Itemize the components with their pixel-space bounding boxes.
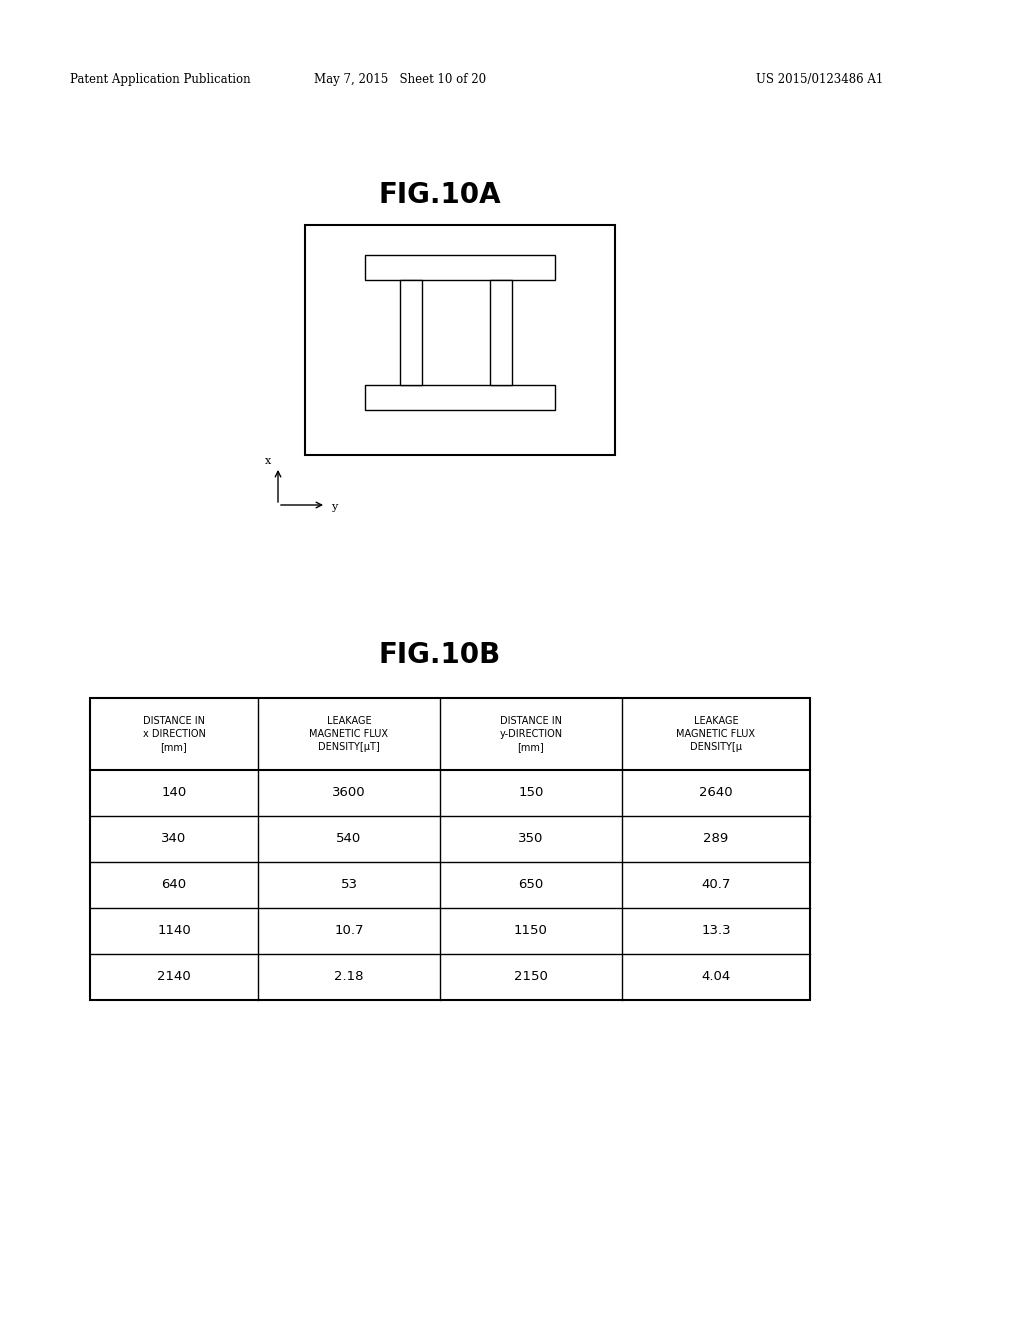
Text: 540: 540 <box>336 833 362 846</box>
Text: Patent Application Publication: Patent Application Publication <box>70 74 251 87</box>
Text: DISTANCE IN
x DIRECTION
[mm]: DISTANCE IN x DIRECTION [mm] <box>143 717 205 752</box>
Text: LEAKAGE
MAGNETIC FLUX
DENSITY[μ: LEAKAGE MAGNETIC FLUX DENSITY[μ <box>676 717 755 752</box>
Bar <box>365 255 554 280</box>
Text: 640: 640 <box>161 879 186 891</box>
Text: FIG.10A: FIG.10A <box>378 181 500 209</box>
Text: 4.04: 4.04 <box>701 970 730 983</box>
Bar <box>305 224 614 455</box>
Text: 13.3: 13.3 <box>700 924 730 937</box>
Text: x: x <box>265 455 271 466</box>
Text: 350: 350 <box>518 833 543 846</box>
Text: FIG.10B: FIG.10B <box>378 642 500 669</box>
Text: 340: 340 <box>161 833 186 846</box>
Text: 140: 140 <box>161 787 186 800</box>
Bar <box>399 280 422 385</box>
Text: y: y <box>330 502 337 512</box>
Text: 3600: 3600 <box>332 787 366 800</box>
Text: US 2015/0123486 A1: US 2015/0123486 A1 <box>756 74 882 87</box>
Text: 2150: 2150 <box>514 970 547 983</box>
Bar <box>489 280 512 385</box>
Text: 1150: 1150 <box>514 924 547 937</box>
Text: May 7, 2015   Sheet 10 of 20: May 7, 2015 Sheet 10 of 20 <box>314 74 486 87</box>
Text: 650: 650 <box>518 879 543 891</box>
Text: 40.7: 40.7 <box>701 879 730 891</box>
Text: 2640: 2640 <box>698 787 732 800</box>
Text: 2.18: 2.18 <box>334 970 364 983</box>
Text: 53: 53 <box>340 879 357 891</box>
Text: 10.7: 10.7 <box>334 924 364 937</box>
Text: 1140: 1140 <box>157 924 191 937</box>
Text: 150: 150 <box>518 787 543 800</box>
Text: 2140: 2140 <box>157 970 191 983</box>
Text: 289: 289 <box>703 833 728 846</box>
Bar <box>90 698 809 1001</box>
Text: LEAKAGE
MAGNETIC FLUX
DENSITY[μT]: LEAKAGE MAGNETIC FLUX DENSITY[μT] <box>309 717 388 752</box>
Bar <box>365 385 554 411</box>
Text: DISTANCE IN
y-DIRECTION
[mm]: DISTANCE IN y-DIRECTION [mm] <box>499 717 562 752</box>
